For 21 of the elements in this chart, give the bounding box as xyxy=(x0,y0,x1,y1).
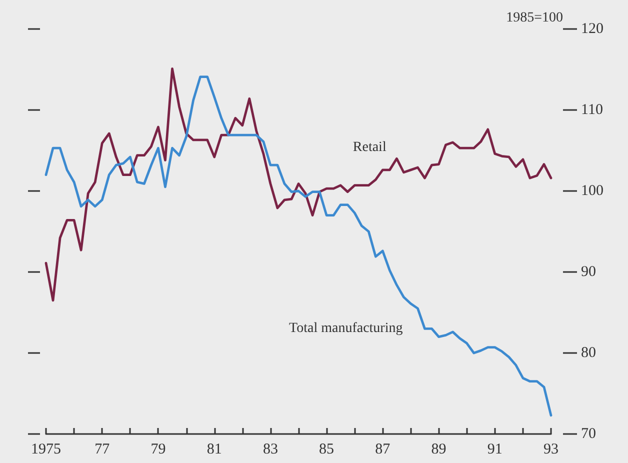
x-tick-label: 85 xyxy=(319,442,334,458)
x-tick-label: 81 xyxy=(206,442,222,458)
x-tick-label: 91 xyxy=(487,442,502,458)
y-tick-label: 110 xyxy=(581,102,603,118)
x-tick-label: 83 xyxy=(262,442,278,458)
y-tick-label: 80 xyxy=(581,345,596,361)
x-tick-label: 87 xyxy=(375,442,391,458)
series-label: Retail xyxy=(352,140,386,155)
line-series xyxy=(44,67,552,302)
series-label: Total manufacturing xyxy=(289,320,403,336)
x-tick-label: 79 xyxy=(150,442,166,458)
x-tick-label: 93 xyxy=(544,442,558,458)
x-tick-label: 1975 xyxy=(31,442,61,458)
y-tick-label: 70 xyxy=(581,426,596,442)
y-tick-label: 90 xyxy=(581,264,596,280)
y-tick-label: 120 xyxy=(581,21,604,37)
line-series xyxy=(44,76,552,417)
y-tick-label: 100 xyxy=(581,183,604,199)
y-axis-title: 1985=100 xyxy=(506,10,563,26)
x-tick-label: 77 xyxy=(94,442,110,458)
x-tick-label: 89 xyxy=(431,442,446,458)
